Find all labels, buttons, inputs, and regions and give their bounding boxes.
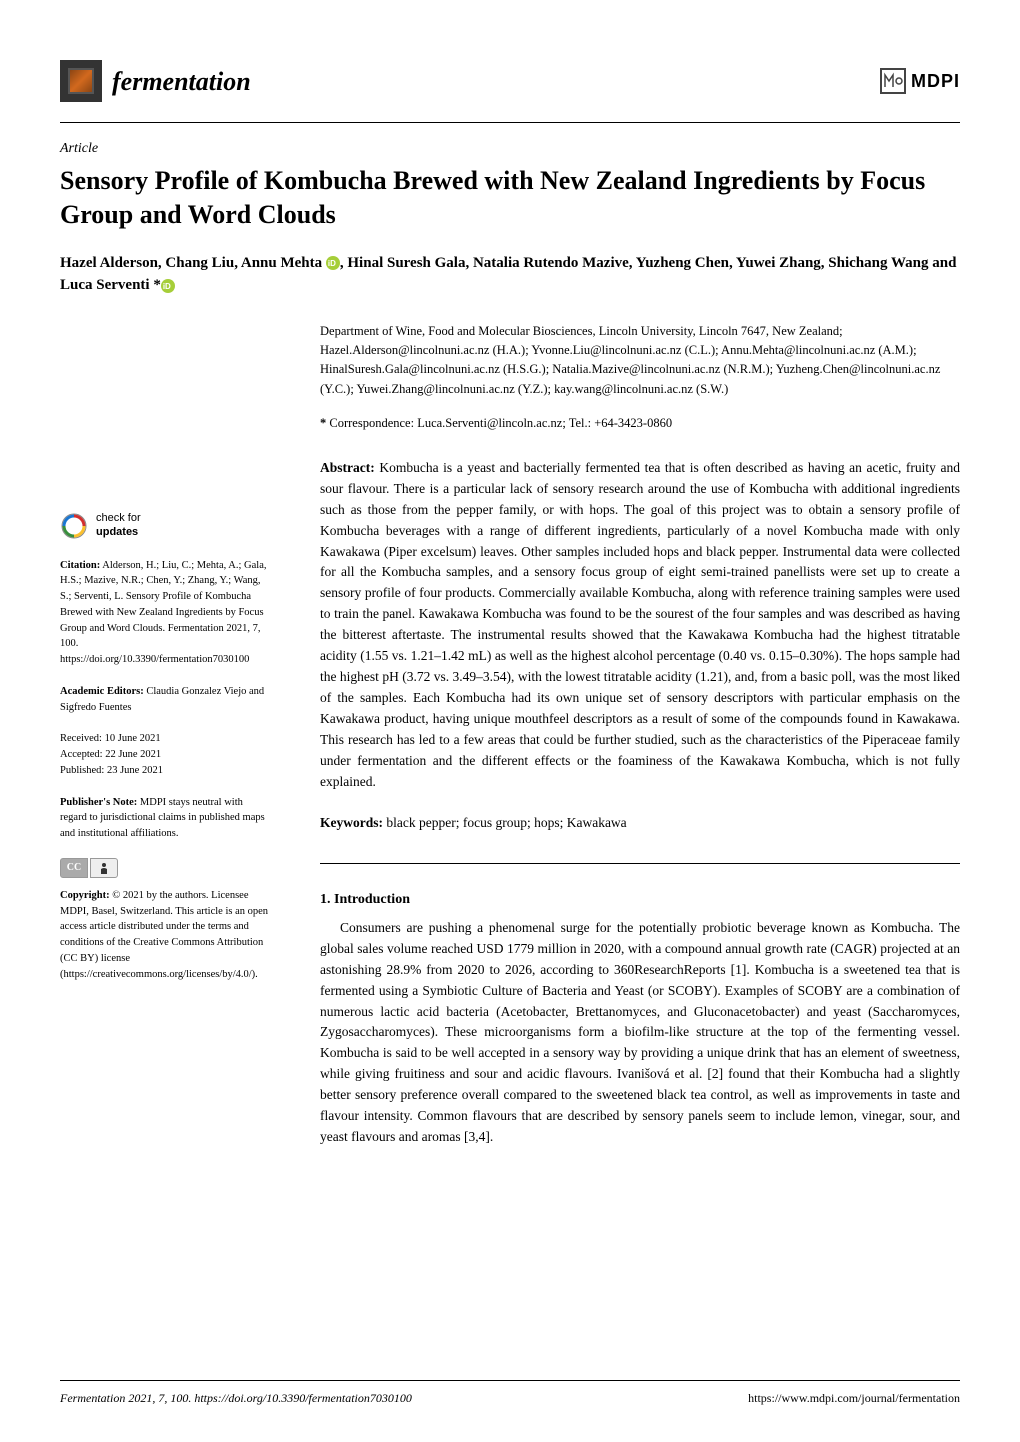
keywords-label: Keywords: bbox=[320, 815, 383, 830]
citation-text: Alderson, H.; Liu, C.; Mehta, A.; Gala, … bbox=[60, 560, 266, 666]
copyright-text: © 2021 by the authors. Licensee MDPI, Ba… bbox=[60, 890, 268, 980]
publishers-note-block: Publisher's Note: MDPI stays neutral wit… bbox=[60, 795, 270, 842]
main-column: Department of Wine, Food and Molecular B… bbox=[295, 322, 960, 1148]
keywords-block: Keywords: black pepper; focus group; hop… bbox=[295, 813, 960, 833]
publisher-name: MDPI bbox=[911, 68, 960, 95]
keywords-text: black pepper; focus group; hops; Kawakaw… bbox=[386, 815, 626, 830]
journal-icon bbox=[60, 60, 102, 102]
orcid-icon bbox=[326, 256, 340, 270]
journal-logo: fermentation bbox=[60, 60, 251, 102]
footer-left: Fermentation 2021, 7, 100. https://doi.o… bbox=[60, 1389, 412, 1407]
citation-label: Citation: bbox=[60, 560, 100, 571]
affiliation-block: Department of Wine, Food and Molecular B… bbox=[295, 322, 960, 400]
section-1-heading: 1. Introduction bbox=[295, 889, 960, 910]
journal-name: fermentation bbox=[112, 62, 251, 101]
check-updates-badge[interactable]: check for updates bbox=[60, 512, 270, 540]
published-date: 23 June 2021 bbox=[107, 765, 163, 776]
correspondence-text: Correspondence: Luca.Serventi@lincoln.ac… bbox=[329, 416, 672, 430]
correspondence-block: * Correspondence: Luca.Serventi@lincoln.… bbox=[295, 414, 960, 433]
received-label: Received: bbox=[60, 733, 102, 744]
received-date: 10 June 2021 bbox=[105, 733, 161, 744]
mdpi-icon bbox=[879, 67, 907, 95]
by-icon bbox=[90, 858, 118, 878]
accepted-date: 22 June 2021 bbox=[105, 749, 161, 760]
citation-block: Citation: Alderson, H.; Liu, C.; Mehta, … bbox=[60, 558, 270, 668]
check-line2: updates bbox=[96, 526, 141, 539]
abstract-label: Abstract: bbox=[320, 460, 375, 475]
page-header: fermentation MDPI bbox=[60, 60, 960, 102]
orcid-icon bbox=[161, 279, 175, 293]
correspondence-label: * bbox=[320, 416, 326, 430]
editors-block: Academic Editors: Claudia Gonzalez Viejo… bbox=[60, 684, 270, 716]
author-list: Hazel Alderson, Chang Liu, Annu Mehta , … bbox=[60, 252, 960, 297]
keywords-divider bbox=[320, 863, 960, 864]
abstract-text: Kombucha is a yeast and bacterially ferm… bbox=[320, 460, 960, 789]
cc-license-badge[interactable]: CC bbox=[60, 858, 270, 878]
sidebar: check for updates Citation: Alderson, H.… bbox=[60, 322, 270, 1148]
header-divider bbox=[60, 122, 960, 123]
copyright-label: Copyright: bbox=[60, 890, 110, 901]
editors-label: Academic Editors: bbox=[60, 686, 144, 697]
section-1-body: Consumers are pushing a phenomenal surge… bbox=[295, 918, 960, 1148]
check-line1: check for bbox=[96, 512, 141, 525]
dates-block: Received: 10 June 2021 Accepted: 22 June… bbox=[60, 731, 270, 778]
abstract-block: Abstract: Kombucha is a yeast and bacter… bbox=[295, 458, 960, 793]
accepted-label: Accepted: bbox=[60, 749, 103, 760]
copyright-block: Copyright: © 2021 by the authors. Licens… bbox=[60, 888, 270, 983]
article-type: Article bbox=[60, 138, 960, 159]
published-label: Published: bbox=[60, 765, 104, 776]
footer-right: https://www.mdpi.com/journal/fermentatio… bbox=[748, 1389, 960, 1407]
check-updates-text: check for updates bbox=[96, 512, 141, 538]
article-title: Sensory Profile of Kombucha Brewed with … bbox=[60, 164, 960, 232]
publisher-logo: MDPI bbox=[879, 67, 960, 95]
publishers-note-label: Publisher's Note: bbox=[60, 797, 137, 808]
page-footer: Fermentation 2021, 7, 100. https://doi.o… bbox=[60, 1380, 960, 1407]
cc-icon: CC bbox=[60, 858, 88, 878]
check-updates-icon bbox=[60, 512, 88, 540]
